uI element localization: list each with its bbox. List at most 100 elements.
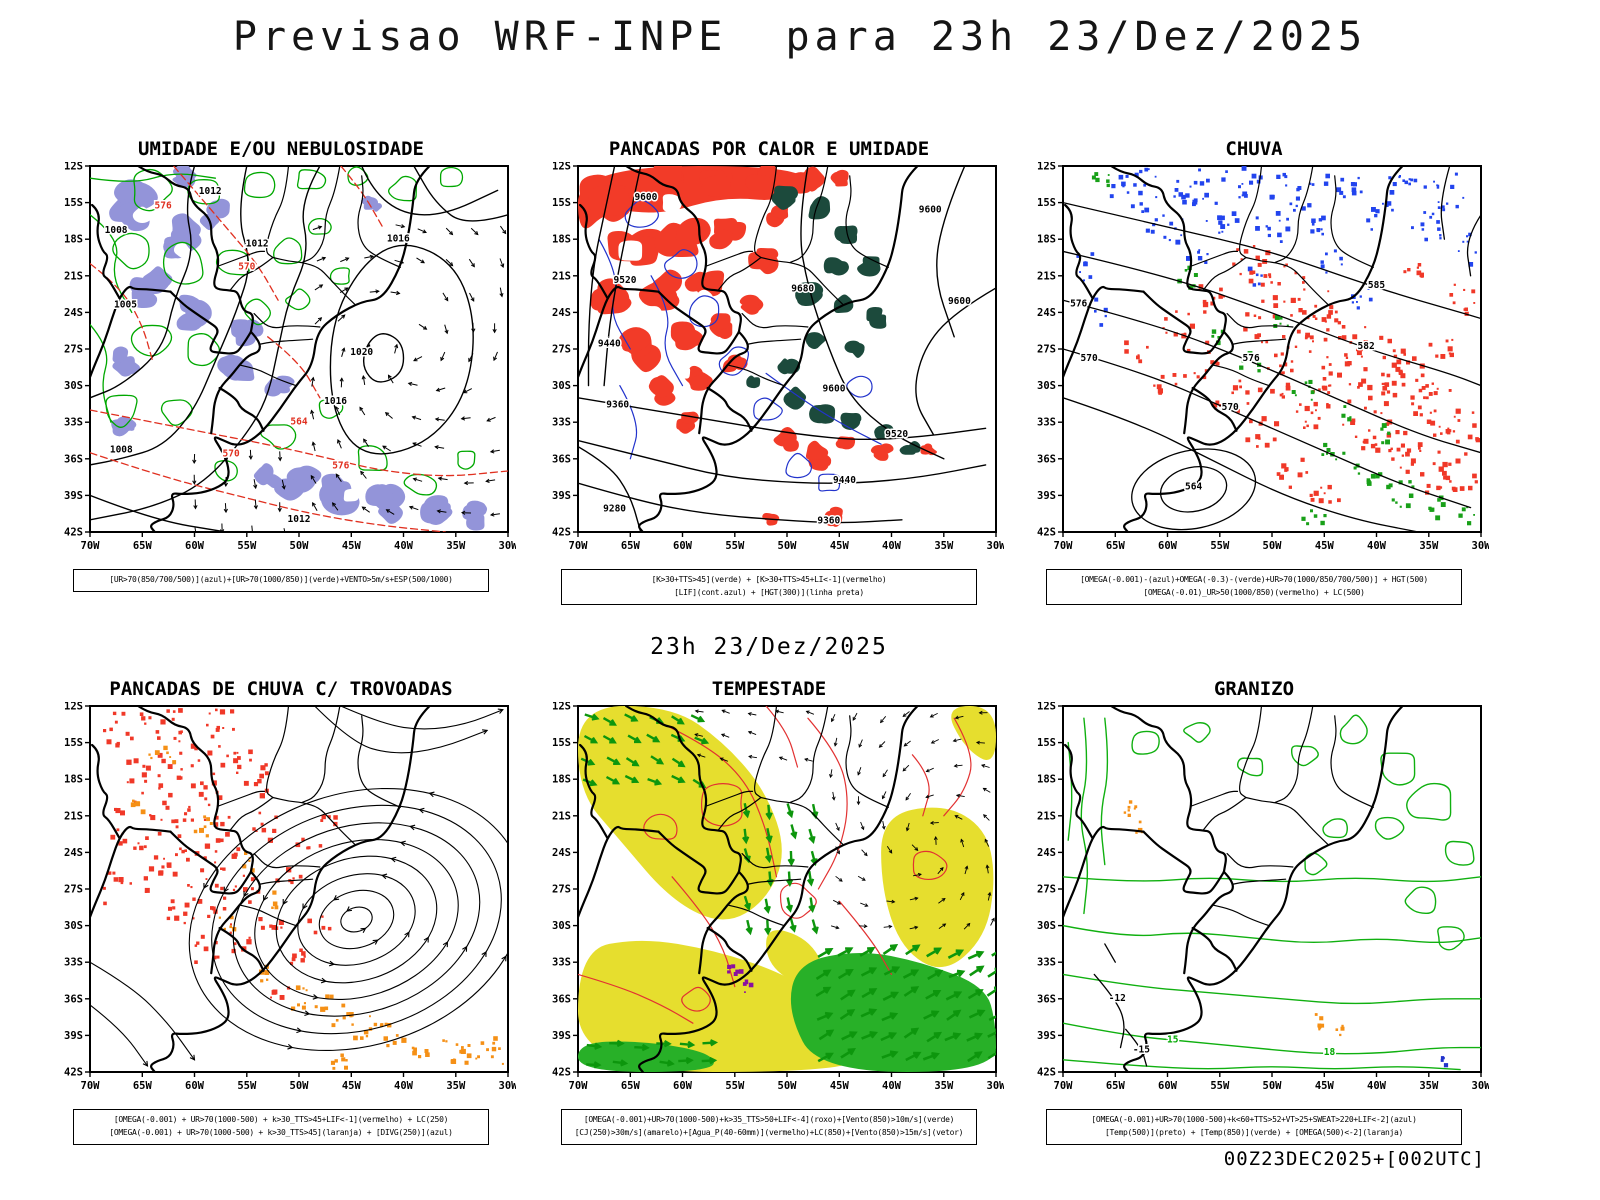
- caption-line: [CJ(250)>30m/s](amarelo)+[Agua_P(40-60mm…: [574, 1127, 964, 1137]
- lat-tick-label: 27S: [552, 344, 571, 356]
- lat-tick-label: 27S: [64, 344, 83, 356]
- lat-tick-label: 24S: [1037, 847, 1056, 859]
- contour-label: 564: [1185, 481, 1202, 492]
- lon-tick-label: 45W: [830, 1080, 850, 1092]
- panel-chuva: CHUVA 12S 15S 18S 21S 24S 27S 30S 33S 36S 39S 42S 7…: [1019, 138, 1489, 605]
- lon-tick-label: 65W: [133, 540, 153, 552]
- lat-tick-label: 33S: [1037, 957, 1056, 969]
- contour-label: -15: [1133, 1045, 1150, 1056]
- geography-borders: [90, 706, 431, 1072]
- map-frame: [1062, 705, 1482, 1073]
- lat-tick-label: 33S: [1037, 417, 1056, 429]
- contour-label: 570: [1081, 353, 1098, 364]
- lat-tick-label: 30S: [1037, 920, 1056, 932]
- contour-label: 9600: [948, 296, 971, 307]
- lon-tick-label: 40W: [882, 1080, 902, 1092]
- map-container-umidade: 12S 15S 18S 21S 24S 27S 30S 33S 36S 39S 42S 70W 65W 6…: [46, 162, 516, 564]
- caption-line: [OMEGA(-0.001)-(azul)+OMEGA(-0.3)-(verde…: [1080, 575, 1428, 584]
- lon-tick-label: 50W: [1263, 1080, 1283, 1092]
- lon-tick-label: 60W: [1158, 540, 1178, 552]
- lat-tick-label: 30S: [552, 380, 571, 392]
- contour-label: 9440: [833, 475, 856, 486]
- contour-label: 1020: [350, 347, 373, 358]
- lat-tick-label: 39S: [1037, 490, 1056, 502]
- contour-label: 1016: [387, 234, 410, 245]
- caption-line: [OMEGA(-0.001)+UR>70(1000-500)+k<60+TTS>…: [1091, 1115, 1417, 1124]
- panel-title-chuva: CHUVA: [1225, 138, 1283, 160]
- lat-tick-label: 12S: [1037, 162, 1056, 173]
- contour-label: 564: [290, 417, 307, 428]
- lat-tick-label: 15S: [64, 197, 83, 209]
- lon-tick-label: 40W: [1367, 1080, 1387, 1092]
- map-container-pancadas-trovoadas: 12S 15S 18S 21S 24S 27S 30S 33S 36S 39S 42S 70W 65W 6…: [46, 702, 516, 1104]
- lat-tick-label: 27S: [1037, 344, 1056, 356]
- caption-line: [UR>70(850/700/500)](azul)+[UR>70(1000/8…: [109, 575, 453, 584]
- contour-label: 9600: [823, 384, 846, 395]
- contour-label: 576: [155, 201, 172, 212]
- map-content: -12 -15 15 18: [1063, 706, 1481, 1072]
- lat-tick-label: 18S: [1037, 234, 1056, 246]
- lat-tick-label: 39S: [552, 1030, 571, 1042]
- contour-label: 9680: [791, 284, 814, 295]
- lat-tick-label: 36S: [1037, 453, 1056, 465]
- lon-tick-label: 40W: [394, 540, 414, 552]
- lat-tick-label: 24S: [64, 847, 83, 859]
- lon-tick-label: 35W: [1419, 1080, 1439, 1092]
- lon-tick-label: 35W: [446, 540, 466, 552]
- lon-tick-label: 55W: [1210, 540, 1230, 552]
- panel-pancadas-calor: PANCADAS POR CALOR E UMIDADE 12S 15S 18S 21…: [534, 138, 1004, 605]
- lat-tick-label: 42S: [1037, 1067, 1056, 1079]
- lat-tick-label: 21S: [64, 270, 83, 282]
- page-title: Previsao WRF-INPE para 23h 23/Dez/2025: [232, 14, 1368, 60]
- panel-title-pancadas-trovoadas: PANCADAS DE CHUVA C/ TROVOADAS: [109, 678, 453, 700]
- lat-tick-label: 36S: [552, 453, 571, 465]
- lat-tick-label: 42S: [1037, 527, 1056, 539]
- lon-tick-label: 40W: [394, 1080, 414, 1092]
- lon-tick-label: 70W: [569, 1080, 589, 1092]
- lat-tick-label: 18S: [552, 234, 571, 246]
- contour-label: 1012: [288, 514, 311, 525]
- lat-tick-label: 18S: [64, 234, 83, 246]
- map-content: 9600 9520 9440 9360 9280 9680 9600 9600 9600 9520…: [578, 166, 996, 532]
- contour-label: 9360: [606, 400, 629, 411]
- contour-label: 570: [238, 262, 255, 273]
- lat-tick-label: 27S: [64, 884, 83, 896]
- caption-box-chuva: [OMEGA(-0.001)-(azul)+OMEGA(-0.3)-(verde…: [1046, 569, 1462, 605]
- lat-tick-label: 21S: [64, 810, 83, 822]
- lat-tick-label: 30S: [1037, 380, 1056, 392]
- lon-tick-label: 35W: [1419, 540, 1439, 552]
- lat-tick-label: 12S: [64, 162, 83, 173]
- lat-tick-label: 24S: [552, 307, 571, 319]
- lon-tick-label: 50W: [778, 1080, 798, 1092]
- lat-tick-label: 36S: [64, 993, 83, 1005]
- lat-tick-label: 24S: [64, 307, 83, 319]
- map-frame: [89, 705, 509, 1073]
- lon-tick-label: 50W: [290, 540, 310, 552]
- lon-tick-label: 65W: [1106, 540, 1126, 552]
- lon-tick-label: 30W: [1472, 540, 1489, 552]
- lon-tick-label: 55W: [237, 1080, 257, 1092]
- contour-label: 9360: [817, 516, 840, 527]
- contour-label: 9600: [919, 204, 942, 215]
- lat-tick-label: 12S: [1037, 702, 1056, 713]
- panel-umidade: UMIDADE E/OU NEBULOSIDADE 12S 15S 18S 21S 24…: [46, 138, 516, 592]
- panel-tempestade: TEMPESTADE 12S 15S 18S 21S 24S 27S 30S 33S 36S 39…: [534, 678, 1004, 1145]
- caption-box-umidade: [UR>70(850/700/500)](azul)+[UR>70(1000/8…: [73, 569, 489, 592]
- lat-tick-label: 42S: [552, 527, 571, 539]
- lat-tick-label: 21S: [552, 810, 571, 822]
- contour-label: 576: [1243, 353, 1260, 364]
- lat-tick-label: 12S: [552, 162, 571, 173]
- geography-borders: [1063, 706, 1404, 1072]
- lon-tick-label: 70W: [569, 540, 589, 552]
- lon-tick-label: 70W: [81, 540, 101, 552]
- lon-tick-label: 35W: [446, 1080, 466, 1092]
- geography-borders: [90, 166, 431, 532]
- lon-tick-label: 70W: [81, 1080, 101, 1092]
- panel-title-pancadas-calor: PANCADAS POR CALOR E UMIDADE: [608, 138, 930, 160]
- contour-label: 9280: [603, 503, 626, 514]
- lon-tick-label: 45W: [342, 540, 362, 552]
- caption-box-tempestade: [OMEGA(-0.001)+UR>70(1000-500)+k>35_TTS>…: [561, 1109, 977, 1145]
